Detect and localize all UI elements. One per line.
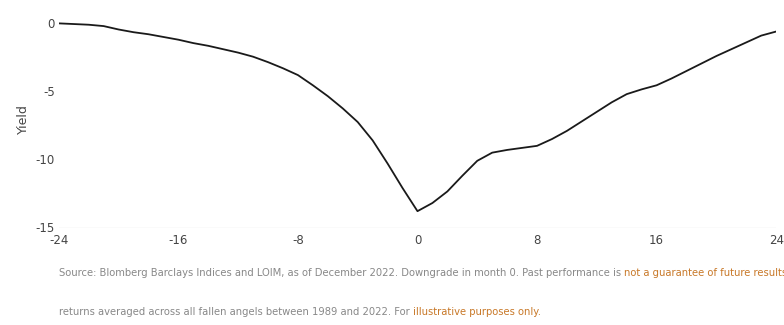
- Text: not a guarantee of future results.: not a guarantee of future results.: [624, 268, 784, 278]
- Text: illustrative purposes only.: illustrative purposes only.: [412, 307, 541, 317]
- Text: Source: Blomberg Barclays Indices and LOIM, as of December 2022. Downgrade in mo: Source: Blomberg Barclays Indices and LO…: [59, 268, 624, 278]
- Y-axis label: Yield: Yield: [16, 104, 30, 134]
- Text: returns averaged across all fallen angels between 1989 and 2022. For: returns averaged across all fallen angel…: [59, 307, 412, 317]
